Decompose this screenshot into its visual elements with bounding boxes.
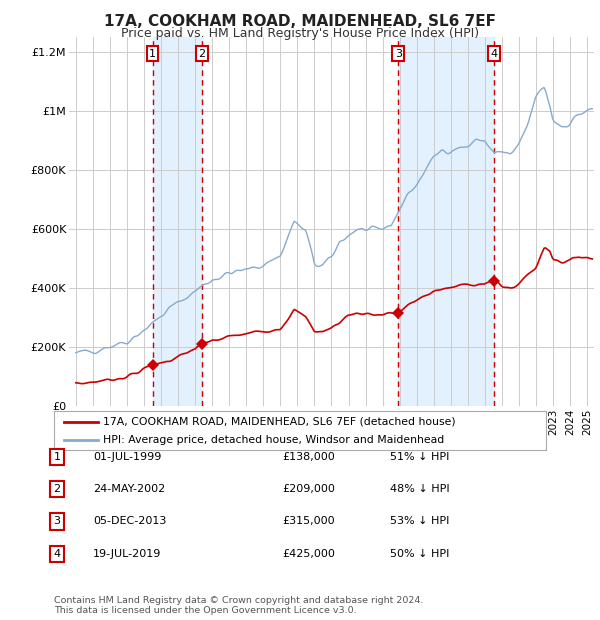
Text: 1: 1	[149, 49, 156, 59]
Bar	[398, 37, 494, 406]
Text: 24-MAY-2002: 24-MAY-2002	[93, 484, 165, 494]
Text: 3: 3	[53, 516, 61, 526]
Text: 48% ↓ HPI: 48% ↓ HPI	[390, 484, 449, 494]
Text: 05-DEC-2013: 05-DEC-2013	[93, 516, 166, 526]
Text: 19-JUL-2019: 19-JUL-2019	[93, 549, 161, 559]
Text: 3: 3	[395, 49, 402, 59]
Text: 17A, COOKHAM ROAD, MAIDENHEAD, SL6 7EF (detached house): 17A, COOKHAM ROAD, MAIDENHEAD, SL6 7EF (…	[103, 417, 456, 427]
Text: Contains HM Land Registry data © Crown copyright and database right 2024.
This d: Contains HM Land Registry data © Crown c…	[54, 596, 424, 615]
Text: 4: 4	[491, 49, 498, 59]
Text: 51% ↓ HPI: 51% ↓ HPI	[390, 452, 449, 462]
Text: 01-JUL-1999: 01-JUL-1999	[93, 452, 161, 462]
Text: 53% ↓ HPI: 53% ↓ HPI	[390, 516, 449, 526]
Text: 2: 2	[53, 484, 61, 494]
Text: HPI: Average price, detached house, Windsor and Maidenhead: HPI: Average price, detached house, Wind…	[103, 435, 445, 445]
Bar	[152, 37, 202, 406]
Text: 17A, COOKHAM ROAD, MAIDENHEAD, SL6 7EF: 17A, COOKHAM ROAD, MAIDENHEAD, SL6 7EF	[104, 14, 496, 29]
Text: £209,000: £209,000	[282, 484, 335, 494]
Text: £138,000: £138,000	[282, 452, 335, 462]
Text: 1: 1	[53, 452, 61, 462]
Text: 4: 4	[53, 549, 61, 559]
Text: 2: 2	[198, 49, 205, 59]
Text: 50% ↓ HPI: 50% ↓ HPI	[390, 549, 449, 559]
Text: £315,000: £315,000	[282, 516, 335, 526]
Text: £425,000: £425,000	[282, 549, 335, 559]
Text: Price paid vs. HM Land Registry's House Price Index (HPI): Price paid vs. HM Land Registry's House …	[121, 27, 479, 40]
